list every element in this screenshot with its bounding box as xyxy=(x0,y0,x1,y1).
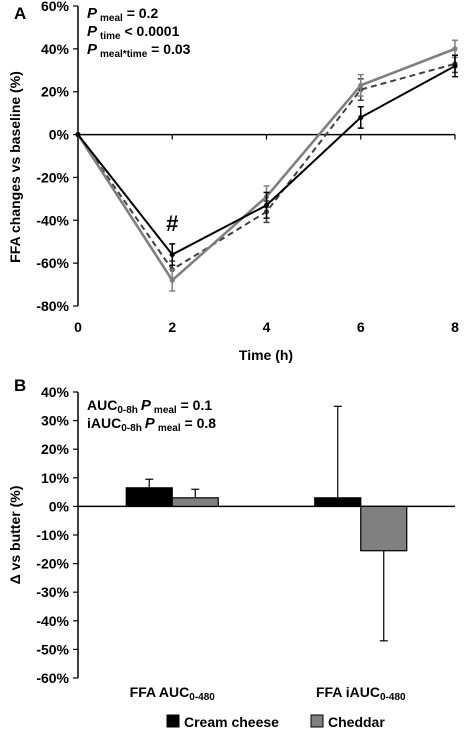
panel-b-bar xyxy=(125,487,173,507)
panel-b-letter: B xyxy=(14,376,26,395)
panel-b-y-tick-label: 10% xyxy=(41,470,70,486)
panel-a-x-tick-label: 8 xyxy=(451,319,459,335)
panel-b-y-tick-label: -20% xyxy=(36,556,69,572)
panel-a-y-tick-label: 40% xyxy=(41,41,70,57)
panel-a-series-line xyxy=(77,65,456,256)
panel-b-y-tick-label: -10% xyxy=(36,527,69,543)
panel-b-bar xyxy=(314,497,362,508)
panel-b-y-tick-label: 20% xyxy=(41,441,70,457)
panel-b-legend-item: Cream cheese xyxy=(166,714,279,730)
panel-b-axes: -60% -50% -40% -30% -20% -10% 0% 10% 20% 30% 40% xyxy=(36,384,455,686)
panel-b-bar-group xyxy=(125,478,173,507)
panel-b-bar-group xyxy=(171,488,219,508)
panel-b-legend-label: Cream cheese xyxy=(184,714,279,730)
panel-a-y-tick-label: -80% xyxy=(36,298,69,314)
panel-a-data-point xyxy=(75,131,81,138)
panel-b-y-tick-label: 0% xyxy=(49,498,70,514)
panel-b-legend-swatch xyxy=(166,714,180,728)
panel-a-data-point xyxy=(452,63,458,69)
panel-b-legend-item: Cheddar xyxy=(310,714,385,730)
panel-a-series-0 xyxy=(75,54,458,267)
panel-b-legend: Cream cheese Cheddar xyxy=(166,714,385,730)
panel-a-x-tick-label: 4 xyxy=(263,319,271,335)
panel-b-category-label: FFA AUC0-480 xyxy=(130,684,216,703)
panel-b-y-tick-label: -50% xyxy=(36,641,69,657)
panel-a-letter: A xyxy=(14,4,26,23)
panel-b-y-tick-label: -30% xyxy=(36,584,69,600)
panel-b-bar-group xyxy=(314,405,362,508)
panel-b-bar xyxy=(171,497,219,508)
panel-a-x-tick-label: 0 xyxy=(74,319,82,335)
panel-b-bar-group xyxy=(360,505,408,642)
panel-a-data-point xyxy=(358,114,364,121)
panel-b-y-tick-label: -40% xyxy=(36,613,69,629)
panel-a-series-2 xyxy=(75,54,458,279)
panel-a-axes: -80% -60% -40% -20% 0% 20% 40% 60% 0 2 4 6 8 xyxy=(36,0,459,335)
panel-b-bars xyxy=(125,405,408,642)
panel-a-x-axis-label: Time (h) xyxy=(239,347,293,363)
panel-a-data-point xyxy=(358,82,364,88)
panel-b-legend-label: Cheddar xyxy=(328,714,385,730)
panel-b-y-axis-label: Δ vs butter (%) xyxy=(7,486,23,585)
panel-b-y-tick-label: 30% xyxy=(41,413,70,429)
panel-a-y-tick-label: 60% xyxy=(41,0,70,14)
panel-a-data-point xyxy=(169,277,175,283)
panel-a-y-tick-label: 0% xyxy=(49,127,70,143)
panel-a-x-tick-label: 2 xyxy=(168,319,176,335)
panel-a-series-line xyxy=(76,47,456,283)
panel-b-y-tick-label: 40% xyxy=(41,384,70,400)
panel-b-legend-swatch xyxy=(310,714,324,728)
panel-a-y-axis-label: FFA changes vs baseline (%) xyxy=(7,71,23,263)
panel-a-data-point xyxy=(452,46,458,52)
panel-a-series: # xyxy=(75,39,458,292)
panel-a-data-point xyxy=(263,202,270,208)
panel-a-significance-mark: # xyxy=(166,211,178,236)
panel-b-bar xyxy=(360,505,408,552)
panel-b-category-labels: FFA AUC0-480 FFA iAUC0-480 xyxy=(130,684,406,703)
panel-a-y-tick-label: -20% xyxy=(36,169,69,185)
panel-a-x-tick-label: 6 xyxy=(357,319,365,335)
panel-a-y-tick-label: 20% xyxy=(41,84,70,100)
panel-a-series-line xyxy=(77,62,456,271)
panel-b-y-tick-label: -60% xyxy=(36,670,69,686)
panel-b-category-label: FFA iAUC0-480 xyxy=(316,684,406,703)
panel-a-data-point xyxy=(169,251,175,258)
panel-a-y-tick-label: -60% xyxy=(36,255,69,271)
panel-a-y-tick-label: -40% xyxy=(36,212,69,228)
